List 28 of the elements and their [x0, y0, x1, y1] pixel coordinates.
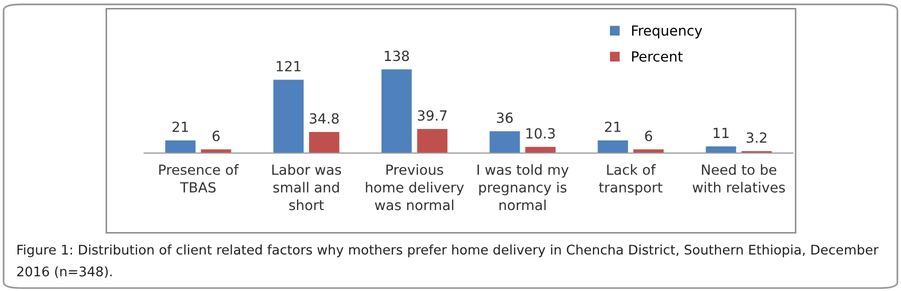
data-label: 11	[714, 128, 729, 138]
data-label: 21	[605, 122, 620, 132]
x-tick-label: Lack of transport	[598, 164, 662, 196]
caption: Figure 1: Distribution of client related factors why mothers prefer home delivery in Chencha District, Southern Ethiopia, December 2016 (n=348).	[17, 244, 879, 278]
data-label: 34.8	[310, 113, 339, 124]
bar	[381, 69, 412, 154]
bar	[165, 140, 196, 154]
x-tick-label: Labor was small and short	[272, 164, 342, 210]
x-tick-label: Presence of TBAS	[159, 164, 239, 193]
data-label: 36	[496, 112, 513, 123]
x-tick-label: Previous home delivery was normal	[366, 164, 464, 210]
x-tick-label: I was told my pregnancy is normal	[478, 164, 569, 210]
bar	[309, 132, 340, 154]
x-tick-label: Need to be with relatives	[692, 164, 785, 193]
bar	[490, 131, 520, 154]
legend-label: Frequency	[632, 25, 702, 38]
bar	[598, 140, 628, 154]
bar	[417, 129, 448, 154]
legend-label: Percent	[632, 51, 683, 62]
bar	[273, 80, 304, 154]
data-label: 6	[645, 130, 652, 142]
data-label: 6	[212, 130, 220, 142]
data-label: 39.7	[418, 110, 447, 121]
data-label: 121	[276, 60, 300, 72]
data-label: 10.3	[526, 128, 555, 139]
data-label: 3.2	[746, 132, 766, 143]
data-label: 138	[384, 50, 409, 62]
data-label: 21	[172, 122, 188, 132]
